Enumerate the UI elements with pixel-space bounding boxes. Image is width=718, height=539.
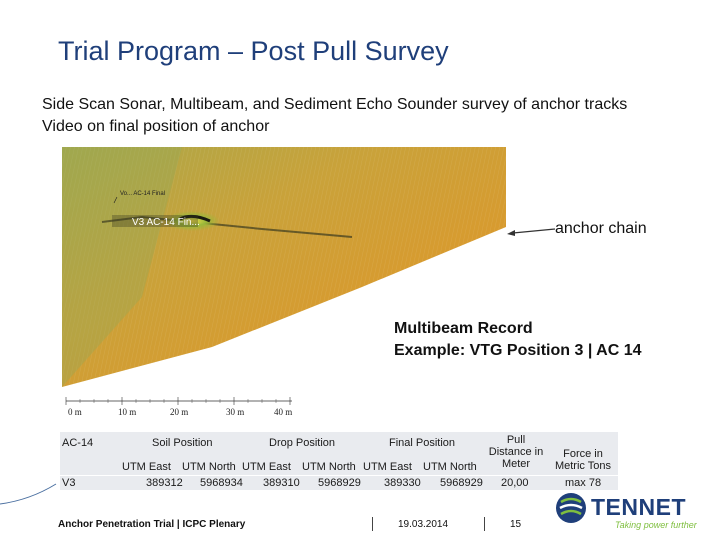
row-soil-north: 5968934 [200, 477, 243, 489]
slide-title: Trial Program – Post Pull Survey [58, 36, 449, 66]
header-utm-east-drop: UTM East [242, 461, 291, 473]
footer-separator-2 [484, 517, 485, 531]
record-caption: Multibeam Record Example: VTG Position 3… [394, 318, 642, 362]
record-title: Multibeam Record [394, 320, 533, 337]
header-utm-north-soil: UTM North [182, 461, 236, 473]
scale-label-30: 30 m [226, 407, 244, 417]
row-force: max 78 [565, 477, 602, 489]
row-final-north: 5968929 [440, 477, 483, 489]
header-soil-position: Soil Position [152, 437, 213, 449]
scale-label-0: 0 m [68, 407, 82, 417]
row-drop-north: 5968929 [318, 477, 361, 489]
bullet-video: Video on final position of anchor [42, 118, 270, 135]
scale-label-10: 10 m [118, 407, 136, 417]
header-drop-position: Drop Position [269, 437, 336, 449]
header-utm-east-soil: UTM East [122, 461, 171, 473]
bullet-survey: Side Scan Sonar, Multibeam, and Sediment… [42, 96, 628, 113]
table-divider [60, 475, 618, 476]
row-distance: 20,00 [501, 477, 529, 489]
header-utm-north-final: UTM North [423, 461, 477, 473]
header-final-position: Final Position [389, 437, 456, 449]
header-force: Force in Metric Tons [554, 448, 612, 472]
row-soil-east: 389312 [146, 477, 183, 489]
footer-event: Anchor Penetration Trial | ICPC Plenary [58, 519, 246, 530]
row-final-east: 389330 [384, 477, 421, 489]
scale-label-20: 20 m [170, 407, 188, 417]
decorative-swoosh-icon [0, 483, 57, 505]
table-anchor-label: AC-14 [62, 437, 94, 449]
header-utm-north-drop: UTM North [302, 461, 356, 473]
record-example: Example: VTG Position 3 | AC 14 [394, 342, 642, 359]
multibeam-image: Vo... AC-14 Final V3 AC-14 Fin... 0 m 10… [62, 147, 506, 425]
svg-text:Taking power further: Taking power further [615, 520, 698, 530]
tennet-logo: TENNET Taking power further [553, 486, 713, 532]
row-drop-east: 389310 [263, 477, 300, 489]
header-pull-distance: Pull Distance in Meter [488, 434, 544, 470]
header-utm-east-final: UTM East [363, 461, 412, 473]
svg-text:TENNET: TENNET [591, 494, 686, 520]
callout-anchor-chain: anchor chain [555, 220, 647, 237]
footer-page-number: 15 [510, 519, 522, 530]
position-table: AC-14 Soil Position Drop Position Final … [60, 432, 618, 490]
footer-date: 19.03.2014 [398, 519, 449, 530]
row-label: V3 [62, 477, 76, 489]
overlay-label-final: Vo... AC-14 Final [120, 191, 165, 197]
scale-label-40: 40 m [274, 407, 292, 417]
callout-arrow-icon [507, 228, 556, 236]
footer-separator-1 [372, 517, 373, 531]
overlay-label-v3: V3 AC-14 Fin... [132, 217, 200, 228]
